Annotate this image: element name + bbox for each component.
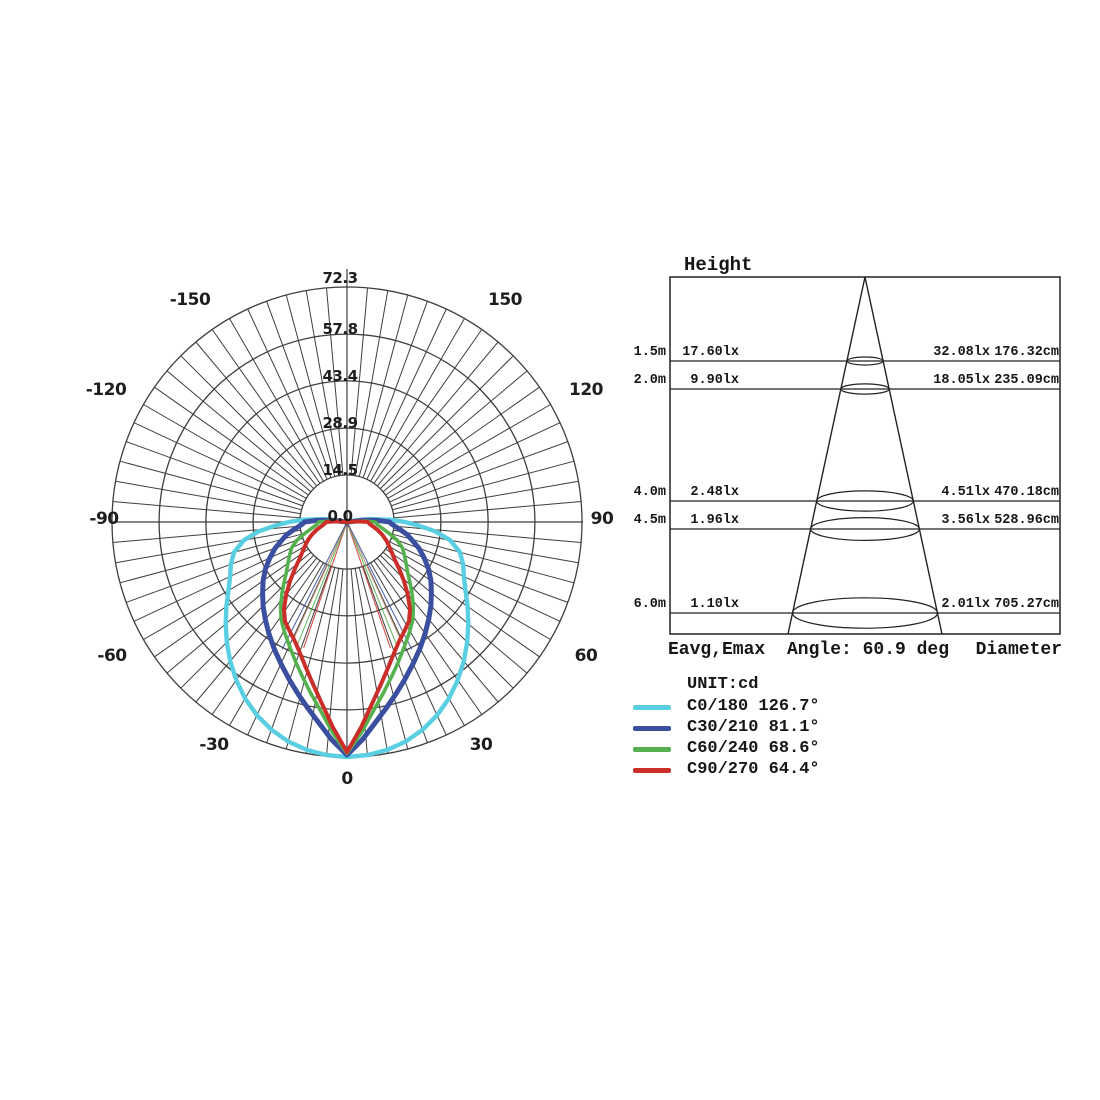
beam-ray: [303, 521, 348, 649]
cone-eavg-value: 9.90lx: [690, 373, 739, 388]
cone-eavg-value: 2.48lx: [690, 485, 739, 500]
polar-distribution-chart: [111, 269, 583, 758]
cone-diameter-value: 705.27cm: [994, 597, 1059, 612]
legend-swatch-c30-210: [633, 726, 671, 731]
legend-unit-label: UNIT:cd: [687, 675, 759, 694]
polar-angle-label-neg150: -150: [169, 290, 211, 310]
cone-diagram: [669, 276, 1061, 635]
polar-ring-label-57-8: 57.8: [322, 320, 358, 338]
polar-ring-label-0-0: 0.0: [327, 507, 353, 525]
beam-ray: [292, 521, 348, 641]
cone-emax-value: 18.05lx: [933, 373, 990, 388]
cone-left-leg: [787, 276, 866, 635]
polar-ring-label-72-3: 72.3: [322, 269, 358, 287]
polar-ring-label-43-4: 43.4: [322, 367, 358, 385]
beam-ellipse: [809, 516, 920, 541]
cone-emax-value: 4.51lx: [941, 485, 990, 500]
polar-angle-label-120: 120: [569, 380, 604, 400]
cone-height-label: 6.0m: [633, 597, 666, 612]
candela-curve-C90-270: [282, 519, 412, 755]
polar-angle-label-60: 60: [574, 646, 598, 666]
beam-ellipse: [846, 356, 884, 366]
cone-diameter-value: 470.18cm: [994, 485, 1059, 500]
polar-angle-label-90: 90: [590, 509, 614, 529]
legend-label-c60-240: C60/240 68.6°: [687, 739, 820, 758]
legend-swatch-c0-180: [633, 705, 671, 710]
legend-label-c30-210: C30/210 81.1°: [687, 718, 820, 737]
cone-diameter-value: 235.09cm: [994, 373, 1059, 388]
beam-ray: [346, 521, 391, 649]
cone-footer-angle: Angle: 60.9 deg: [786, 640, 950, 660]
cone-diameter-value: 176.32cm: [994, 345, 1059, 360]
cone-frame: [669, 276, 1061, 635]
polar-angle-label-150: 150: [488, 290, 523, 310]
beam-ellipse: [791, 597, 939, 629]
legend-swatch-c90-270: [633, 768, 671, 773]
polar-ring-label-28-9: 28.9: [322, 414, 358, 432]
cone-height-label: 4.5m: [633, 513, 666, 528]
legend-label-c0-180: C0/180 126.7°: [687, 697, 820, 716]
beam-ellipse: [840, 383, 890, 395]
legend-swatch-c60-240: [633, 747, 671, 752]
cone-eavg-value: 17.60lx: [682, 345, 739, 360]
polar-angle-label-neg60: -60: [97, 646, 127, 666]
cone-emax-value: 2.01lx: [941, 597, 990, 612]
beam-ray: [296, 521, 348, 646]
cone-height-label: 4.0m: [633, 485, 666, 500]
cone-eavg-value: 1.10lx: [690, 597, 739, 612]
polar-angle-label-neg120: -120: [85, 380, 127, 400]
cone-right-leg: [864, 276, 943, 635]
polar-angle-label-0: 0: [341, 769, 353, 789]
cone-diameter-value: 528.96cm: [994, 513, 1059, 528]
cone-chart-title: Height: [684, 254, 753, 276]
polar-angle-label-30: 30: [469, 735, 493, 755]
beam-ray: [346, 521, 402, 641]
cone-eavg-value: 1.96lx: [690, 513, 739, 528]
polar-angle-label-neg30: -30: [199, 735, 229, 755]
polar-angle-label-neg90: -90: [89, 509, 119, 529]
legend-label-c90-270: C90/270 64.4°: [687, 760, 820, 779]
cone-emax-value: 3.56lx: [941, 513, 990, 528]
cone-footer-eavg-emax: Eavg,Emax: [668, 640, 766, 660]
cone-height-label: 1.5m: [633, 345, 666, 360]
beam-ray: [281, 521, 348, 650]
cone-emax-value: 32.08lx: [933, 345, 990, 360]
cone-height-label: 2.0m: [633, 373, 666, 388]
beam-ray: [346, 521, 413, 650]
polar-center-rays: [281, 521, 413, 650]
cone-footer-diameter: Diameter: [975, 640, 1062, 660]
beam-ray: [346, 521, 398, 646]
beam-ellipse: [816, 490, 914, 512]
polar-ring-label-14-5: 14.5: [322, 461, 358, 479]
